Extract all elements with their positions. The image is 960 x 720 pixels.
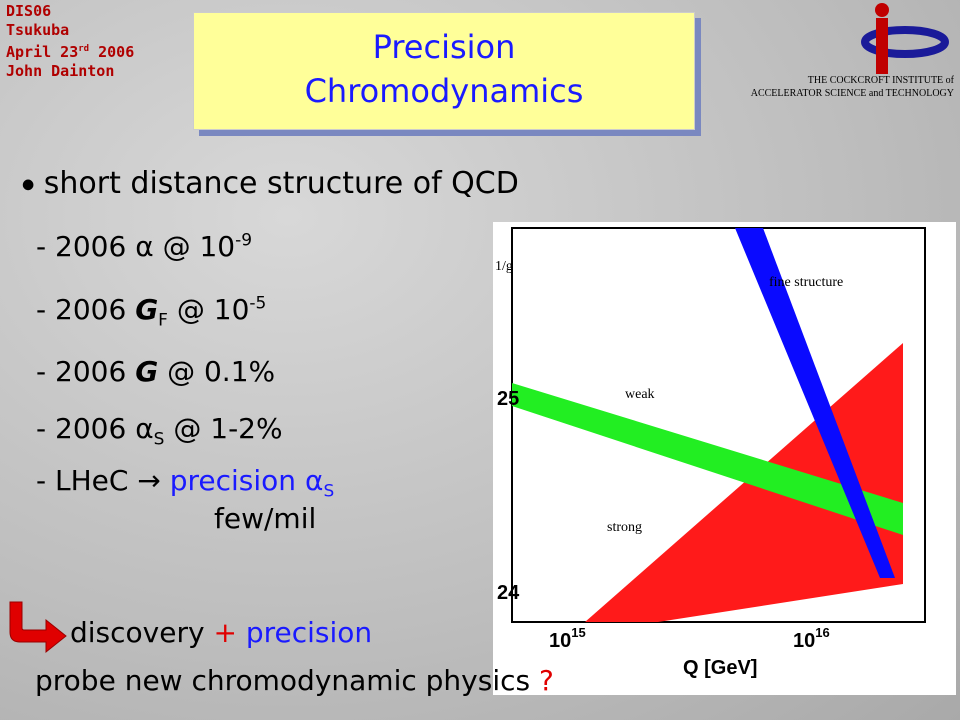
bullet-text: short distance structure of QCD xyxy=(43,166,519,201)
list-item: - 2006 αS @ 1-2% xyxy=(36,412,283,450)
title-line: Precision xyxy=(372,28,516,66)
conf-line: April 23rd 2006 xyxy=(6,40,134,62)
dash: - xyxy=(36,412,47,445)
precision: @ 0.1% xyxy=(167,355,276,388)
symbol: α xyxy=(135,230,154,263)
conf-line: DIS06 xyxy=(6,2,52,20)
conclusion-line: discovery + precision xyxy=(70,616,372,649)
band-label: fine structure xyxy=(769,275,843,290)
subscript: S xyxy=(323,481,335,502)
conf-line: Tsukuba xyxy=(6,21,70,39)
goal: precision xyxy=(169,464,297,497)
symbol: α xyxy=(135,412,154,445)
y-label: 1/g xyxy=(495,259,513,274)
exponent: -5 xyxy=(249,293,267,314)
title-line: Chromodynamics xyxy=(304,72,584,110)
conclusion-word: precision xyxy=(245,616,373,649)
list-item: - 2006 α @ 10-9 xyxy=(36,230,252,263)
precision: @ 10 xyxy=(162,230,236,263)
date: April 23 xyxy=(6,43,79,61)
dash: - xyxy=(36,464,47,497)
conclusion-word: discovery xyxy=(70,616,205,649)
subscript: F xyxy=(158,310,168,331)
base: 10 xyxy=(549,630,571,652)
question-mark: ? xyxy=(539,664,554,697)
band-label: weak xyxy=(625,387,655,402)
dash: - xyxy=(36,293,47,326)
symbol: G xyxy=(135,293,159,326)
list-item: - 2006 G @ 0.1% xyxy=(36,355,275,388)
x-tick-label: 1016 xyxy=(793,625,830,652)
y-tick-label: 25 xyxy=(497,388,519,410)
year: 2006 xyxy=(98,43,135,61)
year: 2006 xyxy=(55,412,127,445)
year: 2006 xyxy=(55,355,127,388)
plus: + xyxy=(213,616,237,649)
dash: - xyxy=(36,230,47,263)
list-item: - LHeC → precision αS few/mil xyxy=(36,464,334,535)
turn-arrow xyxy=(9,601,67,654)
bullet: ● short distance structure of QCD xyxy=(22,166,519,201)
conf-line: John Dainton xyxy=(6,62,115,80)
symbol: G xyxy=(135,355,159,388)
exponent: 15 xyxy=(571,625,585,640)
date-sup: rd xyxy=(78,44,90,54)
dash: - xyxy=(36,355,47,388)
institute-line: THE COCKCROFT INSTITUTE of xyxy=(807,75,954,86)
x-label: Q [GeV] xyxy=(683,657,757,679)
list-item: - 2006 GF @ 10-5 xyxy=(36,293,266,331)
exponent: -9 xyxy=(235,230,253,251)
conclusion-text: probe new chromodynamic physics xyxy=(35,664,531,697)
project: LHeC xyxy=(55,464,129,497)
institute: THE COCKCROFT INSTITUTE of ACCELERATOR S… xyxy=(751,74,954,100)
conclusion-line: probe new chromodynamic physics ? xyxy=(35,664,554,697)
base: 10 xyxy=(793,630,815,652)
conference-info: DIS06 Tsukuba April 23rd 2006 John Daint… xyxy=(6,2,134,81)
arrow: → xyxy=(137,464,161,497)
precision: @ 1-2% xyxy=(173,412,283,445)
logo xyxy=(861,3,949,74)
year: 2006 xyxy=(55,230,127,263)
precision: few/mil xyxy=(214,501,317,535)
precision: @ 10 xyxy=(176,293,250,326)
title-box: Precision Chromodynamics xyxy=(193,12,695,130)
x-tick-label: 1015 xyxy=(549,625,586,652)
figure: 1/g fine structure weak strong 25 24 101… xyxy=(493,222,956,695)
institute-line: ACCELERATOR SCIENCE and TECHNOLOGY xyxy=(750,88,954,99)
y-tick-label: 24 xyxy=(497,582,520,604)
band-label: strong xyxy=(607,520,642,535)
exponent: 16 xyxy=(815,625,829,640)
subscript: S xyxy=(153,429,165,450)
symbol: α xyxy=(304,464,324,497)
year: 2006 xyxy=(55,293,127,326)
